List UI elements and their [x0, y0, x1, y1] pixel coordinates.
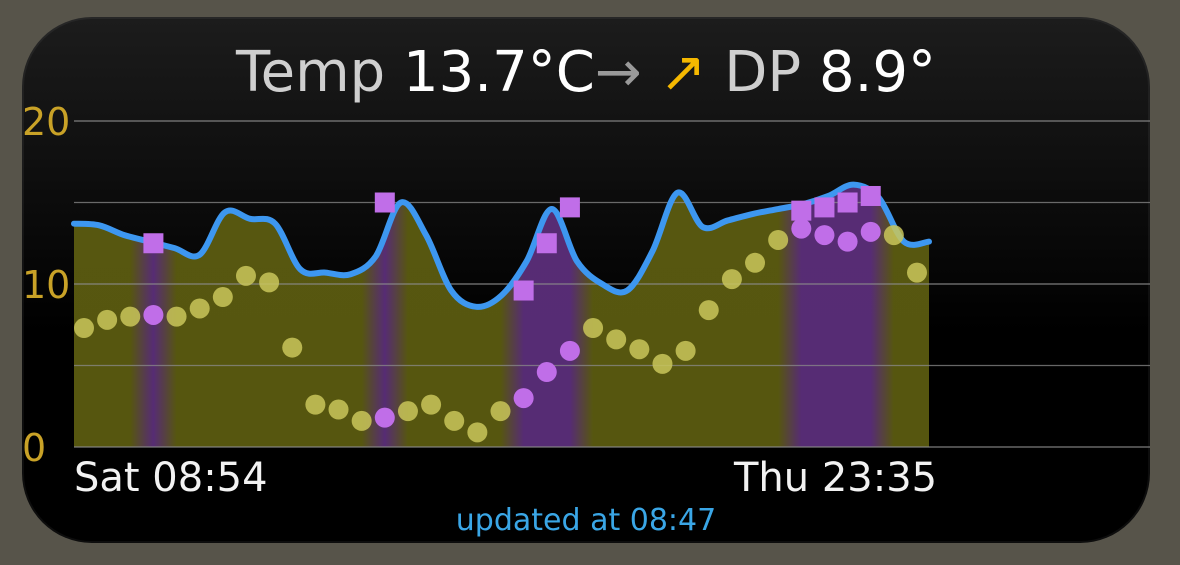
- rain-dewpoint-dot: [791, 218, 812, 239]
- chart-title: Temp 13.7°C→ ↗ DP 8.9°: [22, 37, 1150, 109]
- dewpoint-dot: [421, 394, 442, 415]
- dewpoint-dot: [768, 229, 789, 250]
- rain-dewpoint-dot: [513, 388, 534, 409]
- dewpoint-dot: [97, 309, 118, 330]
- rain-dewpoint-dot: [559, 340, 580, 361]
- dewpoint-label: DP: [724, 40, 802, 105]
- dewpoint-dot: [189, 298, 210, 319]
- rain-temp-marker: [143, 233, 164, 254]
- y-tick-label: 10: [22, 263, 70, 307]
- dewpoint-dot: [467, 422, 488, 443]
- dewpoint-value: 8.9°: [818, 40, 937, 105]
- x-start-label: Sat 08:54: [74, 455, 268, 501]
- dewpoint-dot: [235, 265, 256, 286]
- dewpoint-dot: [490, 401, 511, 422]
- dewpoint-dot: [907, 262, 927, 283]
- rain-temp-marker: [374, 192, 395, 213]
- y-tick-label: 20: [22, 100, 70, 144]
- arrow-right-icon: →: [594, 40, 642, 105]
- dewpoint-dot: [282, 337, 303, 358]
- dewpoint-dot: [351, 410, 372, 431]
- dewpoint-dot: [259, 272, 280, 293]
- dewpoint-dot: [698, 300, 719, 321]
- dewpoint-dot: [745, 252, 766, 273]
- dewpoint-dot: [212, 287, 233, 308]
- dewpoint-dot: [166, 306, 187, 327]
- updated-status: updated at 08:47: [455, 503, 717, 538]
- rain-temp-marker: [860, 185, 881, 206]
- x-end-label: Thu 23:35: [734, 455, 938, 501]
- rain-temp-marker: [513, 280, 534, 301]
- rain-dewpoint-dot: [860, 221, 881, 242]
- rain-temp-marker: [791, 200, 812, 221]
- dewpoint-dot: [328, 399, 349, 420]
- weather-widget: Temp 13.7°C→ ↗ DP 8.9° 0 10 20 Sat 08:54 T…: [22, 17, 1150, 543]
- dewpoint-dot: [444, 410, 465, 431]
- dewpoint-dot: [74, 318, 94, 339]
- dewpoint-dot: [397, 401, 418, 422]
- rain-dewpoint-dot: [143, 304, 164, 325]
- dewpoint-dot: [675, 340, 696, 361]
- dewpoint-dot: [606, 329, 627, 350]
- dewpoint-dot: [652, 353, 673, 374]
- trend-up-icon: ↗: [659, 40, 707, 105]
- temp-label: Temp: [235, 40, 386, 105]
- rain-dewpoint-dot: [536, 362, 557, 383]
- dewpoint-dot: [629, 339, 650, 360]
- rain-dewpoint-dot: [814, 225, 835, 246]
- rain-temp-marker: [559, 197, 580, 218]
- rain-dewpoint-dot: [837, 231, 858, 252]
- rain-temp-marker: [536, 233, 557, 254]
- dewpoint-dot: [721, 269, 742, 290]
- rain-temp-marker: [814, 197, 835, 218]
- temperature-chart: 0 10 20: [22, 100, 1150, 470]
- temperature-line: [71, 181, 932, 310]
- rain-dewpoint-dot: [374, 407, 395, 428]
- dewpoint-dot: [305, 394, 326, 415]
- dewpoint-dot: [120, 306, 141, 327]
- rain-temp-marker: [837, 192, 858, 213]
- y-tick-label: 0: [22, 426, 46, 470]
- dewpoint-dot: [583, 318, 604, 339]
- dewpoint-dot: [883, 225, 904, 246]
- temp-value: 13.7°C: [403, 40, 595, 105]
